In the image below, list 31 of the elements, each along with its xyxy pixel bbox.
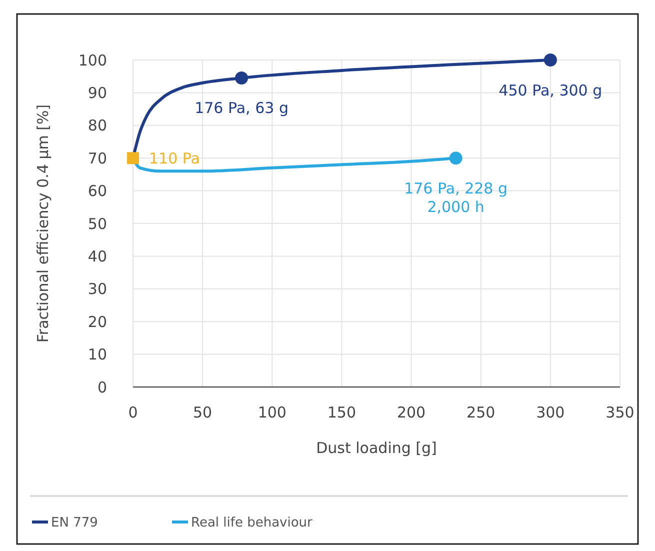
- y-tick-label: 70: [88, 149, 107, 168]
- annotation: 176 Pa, 228 g 2,000 h: [404, 179, 508, 216]
- x-tick-label: 50: [193, 403, 212, 422]
- x-tick-label: 200: [396, 403, 426, 422]
- annotation: 176 Pa, 63 g: [194, 99, 288, 118]
- y-tick-label: 10: [88, 346, 107, 364]
- y-tick-label: 90: [88, 84, 107, 102]
- x-tick-label: 300: [536, 403, 565, 422]
- annotation: 110 Pa: [149, 149, 200, 168]
- x-tick-label: 150: [327, 403, 356, 422]
- y-tick-label: 0: [97, 378, 107, 396]
- y-tick-label: 100: [78, 51, 107, 70]
- point: [235, 71, 248, 84]
- x-tick-label: 100: [258, 403, 286, 422]
- x-tick-label: 0: [128, 403, 138, 422]
- y-tick-label: 80: [88, 116, 107, 135]
- annotation: 450 Pa, 300 g: [498, 81, 602, 100]
- legend-label: EN 779: [51, 516, 98, 531]
- point: [544, 54, 557, 66]
- point: [127, 152, 139, 164]
- x-tick-label: 350: [606, 403, 634, 422]
- point: [449, 152, 462, 165]
- legend-label: Real life behaviour: [191, 516, 314, 531]
- y-tick-label: 40: [88, 247, 107, 266]
- y-axis-title: Fractional efficiency 0.4 µm [%]: [34, 104, 52, 343]
- y-tick-label: 50: [88, 214, 107, 233]
- x-axis-title: Dust loading [g]: [316, 439, 437, 457]
- y-tick-label: 60: [88, 182, 107, 200]
- y-tick-label: 20: [88, 312, 107, 331]
- y-tick-label: 30: [88, 280, 107, 298]
- x-tick-label: 250: [466, 403, 496, 422]
